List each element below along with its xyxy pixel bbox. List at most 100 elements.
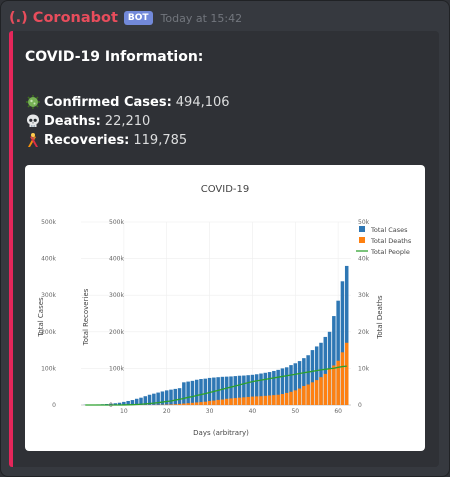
total-deaths-bar <box>310 382 315 405</box>
recovery-icon <box>28 133 38 147</box>
x-tick-label: 30 <box>206 408 214 415</box>
total-deaths-bar <box>250 396 255 405</box>
total-cases-bar <box>207 377 212 405</box>
x-ticks: 10 20 30 40 50 60 <box>120 408 342 415</box>
total-deaths-bar <box>216 399 220 405</box>
total-cases-bar <box>314 346 319 405</box>
y-tick-label: 400k <box>109 256 124 263</box>
total-cases-bar <box>280 368 285 405</box>
total-deaths-bars <box>83 342 349 405</box>
total-deaths-bar <box>242 397 246 405</box>
total-cases-bar <box>332 316 336 405</box>
y-tick-label-right: 10k <box>358 365 370 372</box>
total-cases-bar <box>139 397 143 405</box>
total-deaths-bar <box>237 397 242 405</box>
y-ticks-cases: 0 100k 200k 300k 400k 500k <box>41 219 56 409</box>
x-tick-label: 60 <box>334 408 342 415</box>
total-cases-bar <box>310 350 315 405</box>
chart-image[interactable]: COVID-19 0 100k 200k 300k 400k 500k 0 100k 200k… <box>25 165 425 451</box>
total-cases-bar <box>126 400 130 405</box>
total-cases-bar <box>224 376 229 405</box>
total-cases-bar <box>199 379 203 405</box>
total-cases-bar <box>173 388 178 405</box>
total-cases-bar <box>340 281 345 405</box>
total-deaths-bar <box>233 398 238 405</box>
total-cases-bar <box>267 372 272 405</box>
total-cases-bar <box>272 370 276 405</box>
total-cases-bar <box>169 389 173 405</box>
y-tick-label: 0 <box>109 402 113 409</box>
message-timestamp[interactable]: Today at 15:42 <box>160 11 243 25</box>
stat-recoveries: Recoveries: 119,785 <box>25 131 187 149</box>
y-tick-label: 200k <box>41 329 56 336</box>
legend-label-total-people: Total People <box>370 248 410 256</box>
total-cases-bar <box>190 380 195 405</box>
y-tick-label: 400k <box>41 256 56 263</box>
total-deaths-bar <box>246 396 250 405</box>
total-deaths-bar <box>186 403 190 405</box>
y-axis-label-cases: Total Cases <box>37 297 45 338</box>
x-tick-label: 40 <box>249 408 257 415</box>
confirmed-cases-value: 494,106 <box>175 94 230 110</box>
total-deaths-bar <box>344 342 349 405</box>
y-ticks-recoveries: 0 100k 200k 300k 400k 500k <box>109 219 124 409</box>
y-tick-label-right: 20k <box>358 329 370 336</box>
total-deaths-bar <box>224 398 229 405</box>
total-cases-bar <box>246 375 250 405</box>
total-deaths-bar <box>340 352 345 405</box>
message-header: (.) Coronabot BOT Today at 15:42 <box>9 8 242 28</box>
total-cases-bar <box>186 381 190 405</box>
chart-legend: Total Cases Total Deaths Total People <box>356 226 412 256</box>
y-ticks-deaths: 0 10k 20k 30k 40k 50k <box>358 219 370 409</box>
total-cases-bar <box>263 372 268 405</box>
total-deaths-bar <box>306 384 310 405</box>
total-cases-bar <box>336 300 340 405</box>
stat-confirmed-cases: Confirmed Cases: 494,106 <box>25 93 230 111</box>
total-cases-bar <box>289 365 293 405</box>
total-deaths-bar <box>169 404 173 405</box>
total-deaths-bar <box>332 365 336 405</box>
total-deaths-bar <box>289 391 293 405</box>
total-deaths-bar <box>327 369 332 405</box>
total-deaths-bar <box>177 403 182 405</box>
x-tick-label: 50 <box>291 408 299 415</box>
total-cases-bar <box>242 375 246 405</box>
total-deaths-bar <box>302 385 306 405</box>
recoveries-value: 119,785 <box>133 132 188 148</box>
total-deaths-bar <box>284 392 289 405</box>
y-tick-label: 100k <box>109 365 124 372</box>
total-cases-bar <box>194 379 199 405</box>
total-cases-bar <box>122 401 126 405</box>
total-deaths-bar <box>259 396 263 405</box>
y-tick-label: 300k <box>109 292 124 299</box>
total-cases-bar <box>302 358 306 405</box>
y-tick-label: 0 <box>52 402 56 409</box>
embed-title: COVID-19 Information: <box>25 49 204 65</box>
x-tick-label: 20 <box>163 408 171 415</box>
total-deaths-bar <box>319 377 323 405</box>
total-deaths-bar <box>272 395 276 405</box>
total-cases-bar <box>254 374 259 405</box>
total-deaths-bar <box>263 395 268 405</box>
bot-username[interactable]: (.) Coronabot <box>9 10 118 26</box>
y-tick-label: 200k <box>109 329 124 336</box>
total-cases-bar <box>203 378 208 405</box>
total-cases-bar <box>152 393 156 405</box>
total-cases-bar <box>276 369 280 405</box>
total-cases-bar <box>216 377 220 405</box>
total-cases-bar <box>182 382 186 405</box>
total-cases-bar <box>229 376 233 405</box>
skull-icon <box>27 114 39 127</box>
total-cases-bar <box>220 376 225 405</box>
total-deaths-bar <box>254 396 259 405</box>
legend-label-total-deaths: Total Deaths <box>370 237 412 245</box>
deaths-value: 22,210 <box>104 113 151 129</box>
legend-label-total-cases: Total Cases <box>370 226 408 234</box>
embed-accent-bar <box>9 31 13 467</box>
total-deaths-bar <box>280 394 285 405</box>
total-cases-bar <box>147 394 152 405</box>
total-deaths-bar <box>182 403 186 405</box>
y-tick-label-right: 0 <box>358 402 362 409</box>
y-tick-label: 500k <box>41 219 56 226</box>
total-cases-bar <box>259 373 263 405</box>
